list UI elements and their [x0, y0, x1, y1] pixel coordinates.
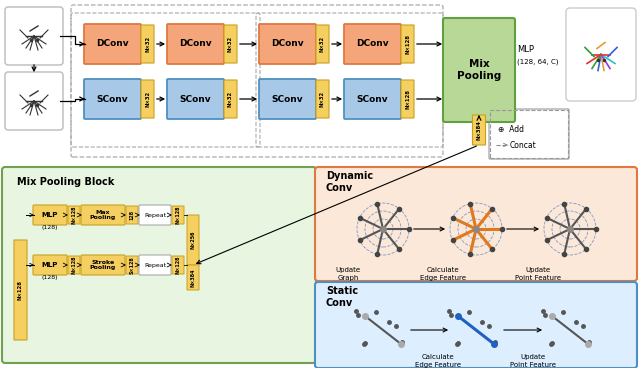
Text: Static
Conv: Static Conv [326, 286, 358, 308]
FancyBboxPatch shape [33, 255, 67, 275]
Text: Edge Feature: Edge Feature [420, 275, 466, 281]
Text: (128): (128) [42, 226, 58, 230]
FancyBboxPatch shape [167, 24, 224, 64]
Text: N×256: N×256 [191, 231, 195, 249]
Text: N×128: N×128 [175, 206, 180, 224]
FancyBboxPatch shape [344, 79, 401, 119]
Text: SConv: SConv [180, 95, 211, 103]
FancyBboxPatch shape [259, 79, 316, 119]
Text: Dynamic
Conv: Dynamic Conv [326, 171, 373, 193]
FancyBboxPatch shape [141, 80, 154, 118]
FancyBboxPatch shape [316, 25, 329, 63]
Text: Update: Update [525, 267, 550, 273]
Text: N×32: N×32 [320, 91, 325, 107]
FancyBboxPatch shape [68, 256, 80, 274]
FancyBboxPatch shape [81, 255, 125, 275]
Text: MLP: MLP [42, 212, 58, 218]
FancyBboxPatch shape [316, 80, 329, 118]
Text: (128, 64, C): (128, 64, C) [517, 59, 559, 65]
Text: MLP: MLP [42, 262, 58, 268]
Text: Repeat: Repeat [144, 212, 166, 217]
Text: Edge Feature: Edge Feature [415, 362, 461, 368]
Text: Calculate: Calculate [422, 354, 454, 360]
FancyBboxPatch shape [344, 24, 401, 64]
FancyBboxPatch shape [84, 24, 141, 64]
Text: DConv: DConv [356, 39, 389, 49]
Text: N×128: N×128 [18, 280, 23, 300]
FancyBboxPatch shape [2, 167, 316, 363]
FancyBboxPatch shape [139, 255, 171, 275]
Text: (128): (128) [42, 276, 58, 280]
Text: Stroke
Pooling: Stroke Pooling [90, 259, 116, 270]
Text: N×128: N×128 [405, 34, 410, 54]
Text: Point Feature: Point Feature [510, 362, 556, 368]
Text: ⊕  Add: ⊕ Add [498, 125, 524, 134]
FancyBboxPatch shape [401, 25, 414, 63]
Text: SConv: SConv [97, 95, 128, 103]
Text: N×384: N×384 [191, 268, 195, 287]
Text: N×32: N×32 [228, 36, 233, 52]
Text: N×128: N×128 [175, 256, 180, 274]
FancyBboxPatch shape [443, 18, 515, 122]
Text: 128: 128 [129, 210, 134, 220]
Text: N×128: N×128 [72, 206, 77, 224]
FancyBboxPatch shape [224, 80, 237, 118]
Bar [490, 110, 568, 158]
FancyBboxPatch shape [472, 115, 486, 145]
Text: S×128: S×128 [129, 256, 134, 274]
Text: SConv: SConv [356, 95, 388, 103]
Text: Mix Pooling Block: Mix Pooling Block [17, 177, 115, 187]
Text: N×128: N×128 [72, 256, 77, 274]
Text: N×32: N×32 [320, 36, 325, 52]
FancyBboxPatch shape [401, 80, 414, 118]
FancyBboxPatch shape [68, 206, 80, 224]
FancyBboxPatch shape [259, 24, 316, 64]
FancyBboxPatch shape [187, 215, 199, 265]
FancyBboxPatch shape [126, 206, 138, 224]
Text: Repeat: Repeat [144, 262, 166, 268]
Text: N×32: N×32 [228, 91, 233, 107]
Text: Graph: Graph [337, 275, 358, 281]
FancyBboxPatch shape [139, 205, 171, 225]
Text: Concat: Concat [510, 141, 537, 149]
Text: DConv: DConv [271, 39, 304, 49]
Text: Calculate: Calculate [427, 267, 460, 273]
FancyBboxPatch shape [224, 25, 237, 63]
FancyBboxPatch shape [172, 206, 184, 224]
FancyBboxPatch shape [566, 8, 636, 101]
FancyBboxPatch shape [315, 167, 637, 281]
Text: SConv: SConv [272, 95, 303, 103]
Text: Max
Pooling: Max Pooling [90, 210, 116, 220]
Text: Update: Update [335, 267, 360, 273]
FancyBboxPatch shape [141, 25, 154, 63]
FancyBboxPatch shape [5, 72, 63, 130]
FancyBboxPatch shape [489, 109, 569, 159]
Text: N×384: N×384 [477, 120, 481, 140]
Text: DConv: DConv [179, 39, 212, 49]
FancyBboxPatch shape [315, 282, 637, 368]
FancyBboxPatch shape [14, 240, 27, 340]
Text: Update: Update [520, 354, 545, 360]
FancyBboxPatch shape [33, 205, 67, 225]
Text: DConv: DConv [96, 39, 129, 49]
Text: N×32: N×32 [145, 36, 150, 52]
Text: MLP: MLP [517, 46, 534, 54]
Text: Point Feature: Point Feature [515, 275, 561, 281]
Text: Mix
Pooling: Mix Pooling [457, 59, 501, 81]
Text: N×128: N×128 [405, 89, 410, 109]
Text: N×32: N×32 [145, 91, 150, 107]
FancyBboxPatch shape [84, 79, 141, 119]
FancyBboxPatch shape [126, 256, 138, 274]
FancyBboxPatch shape [172, 256, 184, 274]
FancyBboxPatch shape [81, 205, 125, 225]
FancyBboxPatch shape [187, 265, 199, 290]
FancyBboxPatch shape [5, 7, 63, 65]
FancyBboxPatch shape [167, 79, 224, 119]
